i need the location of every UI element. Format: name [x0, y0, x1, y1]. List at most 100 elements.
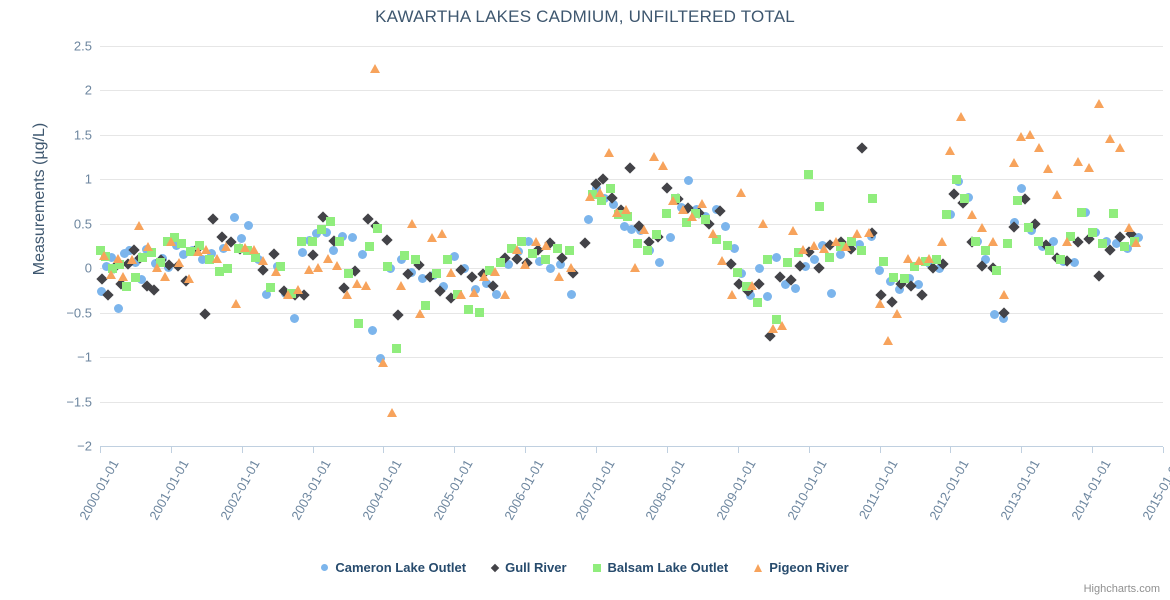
data-point[interactable]: [788, 225, 799, 235]
credits-label[interactable]: Highcharts.com: [1083, 583, 1160, 595]
data-point[interactable]: [105, 270, 116, 280]
data-point[interactable]: [697, 199, 708, 209]
data-point[interactable]: [378, 358, 389, 368]
data-point[interactable]: [313, 263, 324, 273]
data-point[interactable]: [1062, 236, 1073, 246]
data-point[interactable]: [231, 298, 242, 308]
data-point[interactable]: [446, 267, 457, 277]
data-point[interactable]: [415, 309, 426, 319]
data-point[interactable]: [240, 242, 251, 252]
data-point[interactable]: [1072, 156, 1083, 166]
data-point[interactable]: [221, 241, 232, 251]
data-point[interactable]: [797, 245, 808, 255]
data-point[interactable]: [436, 229, 447, 239]
legend-item-pigeon-river[interactable]: Pigeon River: [754, 560, 849, 575]
data-point[interactable]: [830, 236, 841, 246]
data-point[interactable]: [566, 263, 577, 273]
data-point[interactable]: [133, 221, 144, 231]
data-point[interactable]: [211, 254, 222, 264]
data-point[interactable]: [1123, 223, 1134, 233]
data-point[interactable]: [1131, 238, 1142, 248]
data-point[interactable]: [1104, 134, 1115, 144]
data-point[interactable]: [585, 192, 596, 202]
data-point[interactable]: [165, 236, 176, 246]
data-point[interactable]: [112, 254, 123, 264]
data-point[interactable]: [143, 241, 154, 251]
data-point[interactable]: [966, 209, 977, 219]
data-point[interactable]: [639, 225, 650, 234]
data-point[interactable]: [757, 218, 768, 228]
data-point[interactable]: [406, 218, 417, 228]
data-point[interactable]: [612, 208, 623, 218]
data-point[interactable]: [469, 288, 480, 298]
data-point[interactable]: [118, 272, 129, 282]
data-point[interactable]: [192, 247, 203, 257]
data-point[interactable]: [174, 257, 185, 267]
data-point[interactable]: [686, 211, 697, 221]
data-point[interactable]: [649, 152, 660, 162]
data-point[interactable]: [554, 272, 565, 282]
data-point[interactable]: [270, 266, 281, 276]
data-point[interactable]: [386, 408, 397, 418]
data-point[interactable]: [98, 250, 109, 260]
data-point[interactable]: [426, 233, 437, 242]
data-point[interactable]: [746, 281, 757, 290]
data-point[interactable]: [840, 241, 851, 251]
data-point[interactable]: [883, 336, 894, 346]
data-point[interactable]: [1115, 143, 1126, 153]
data-point[interactable]: [151, 263, 162, 273]
data-point[interactable]: [1051, 190, 1062, 200]
data-point[interactable]: [511, 245, 522, 255]
data-point[interactable]: [1083, 162, 1094, 172]
data-point[interactable]: [913, 256, 924, 266]
data-point[interactable]: [736, 187, 747, 197]
data-point[interactable]: [998, 289, 1009, 299]
data-point[interactable]: [1024, 129, 1035, 139]
data-point[interactable]: [977, 223, 988, 233]
data-point[interactable]: [341, 289, 352, 299]
data-point[interactable]: [956, 112, 967, 122]
data-point[interactable]: [323, 254, 334, 264]
data-point[interactable]: [126, 255, 137, 265]
data-point[interactable]: [892, 309, 903, 319]
data-point[interactable]: [1033, 143, 1044, 153]
data-point[interactable]: [530, 236, 541, 246]
data-point[interactable]: [809, 241, 820, 250]
data-point[interactable]: [863, 227, 874, 237]
legend-item-cameron-lake-outlet[interactable]: Cameron Lake Outlet: [321, 560, 466, 575]
data-point[interactable]: [201, 245, 212, 255]
data-point[interactable]: [293, 285, 304, 295]
data-point[interactable]: [490, 266, 501, 276]
data-point[interactable]: [479, 272, 490, 282]
data-point[interactable]: [851, 229, 862, 239]
data-point[interactable]: [456, 289, 467, 299]
data-point[interactable]: [707, 229, 718, 239]
data-point[interactable]: [874, 298, 885, 308]
data-point[interactable]: [257, 256, 268, 266]
data-point[interactable]: [987, 236, 998, 246]
data-point[interactable]: [727, 289, 738, 299]
data-point[interactable]: [776, 321, 787, 330]
data-point[interactable]: [677, 205, 688, 215]
data-point[interactable]: [369, 64, 380, 74]
data-point[interactable]: [249, 245, 260, 255]
data-point[interactable]: [520, 259, 531, 269]
data-point[interactable]: [1094, 98, 1105, 108]
data-point[interactable]: [667, 195, 678, 205]
data-point[interactable]: [1009, 158, 1020, 168]
data-point[interactable]: [603, 147, 614, 157]
data-point[interactable]: [541, 241, 552, 250]
data-point[interactable]: [936, 236, 947, 246]
data-point[interactable]: [351, 279, 362, 289]
data-point[interactable]: [819, 243, 830, 253]
data-point[interactable]: [902, 254, 913, 264]
data-point[interactable]: [620, 204, 631, 214]
data-point[interactable]: [1043, 163, 1054, 173]
data-point[interactable]: [594, 187, 605, 197]
data-point[interactable]: [360, 281, 371, 290]
data-point[interactable]: [717, 256, 728, 266]
data-point[interactable]: [332, 261, 343, 271]
data-point[interactable]: [396, 281, 407, 290]
legend-item-balsam-lake-outlet[interactable]: Balsam Lake Outlet: [592, 560, 728, 575]
data-point[interactable]: [160, 272, 171, 282]
